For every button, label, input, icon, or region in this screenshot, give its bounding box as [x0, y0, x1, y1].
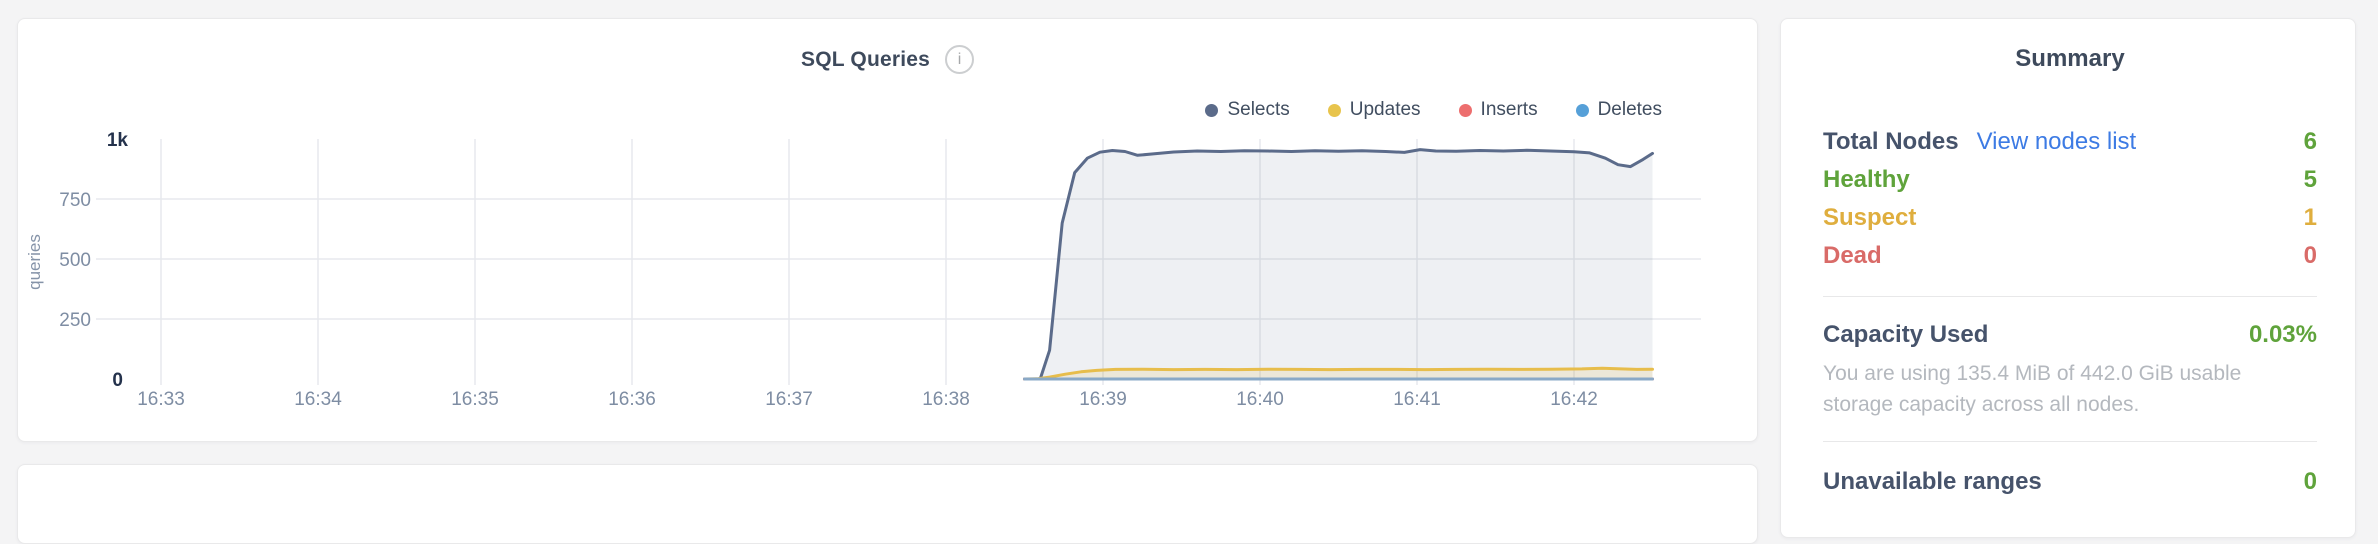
dead-value: 0 [2303, 242, 2317, 269]
svg-text:750: 750 [59, 190, 91, 211]
total-nodes-value: 6 [2303, 128, 2317, 155]
chart-title: SQL Queries [800, 47, 931, 71]
svg-text:1k: 1k [107, 130, 129, 151]
legend-item-inserts[interactable]: Inserts [1458, 99, 1538, 121]
healthy-label: Healthy [1823, 166, 1910, 193]
suspect-value: 1 [2303, 204, 2317, 231]
legend-label: Inserts [1480, 99, 1538, 120]
svg-text:16:42: 16:42 [1550, 389, 1598, 410]
svg-text:16:39: 16:39 [1079, 389, 1127, 410]
svg-text:16:38: 16:38 [922, 389, 970, 410]
suspect-label: Suspect [1823, 204, 1917, 231]
unavailable-ranges-row: Unavailable ranges 0 [1823, 463, 2317, 501]
legend-label: Selects [1227, 99, 1290, 120]
dead-label: Dead [1823, 242, 1882, 269]
view-nodes-list-link[interactable]: View nodes list [1976, 128, 2137, 155]
svg-text:0: 0 [112, 370, 123, 391]
capacity-description: You are using 135.4 MiB of 442.0 GiB usa… [1823, 362, 2242, 416]
sql-queries-chart: 16:33 16:34 16:35 16:36 16:37 16:38 16:39 16:40… [25, 130, 1701, 410]
sql-queries-card: SQL Queries i Selects Updates Inserts De… [17, 18, 1758, 442]
summary-panel: Summary Total Nodes View nodes list 6 He… [1780, 18, 2356, 538]
updates-dot-icon [1327, 103, 1341, 117]
divider [1823, 296, 2317, 297]
svg-text:16:35: 16:35 [451, 389, 499, 410]
inserts-dot-icon [1458, 103, 1472, 117]
svg-text:250: 250 [59, 310, 91, 331]
selects-dot-icon [1205, 103, 1219, 117]
svg-text:16:37: 16:37 [765, 389, 813, 410]
next-chart-card [17, 464, 1758, 544]
healthy-value: 5 [2303, 166, 2317, 193]
svg-text:16:36: 16:36 [608, 389, 656, 410]
summary-row-suspect: Suspect 1 [1823, 199, 2317, 237]
svg-text:16:34: 16:34 [294, 389, 342, 410]
capacity-used-value: 0.03% [2248, 321, 2317, 348]
summary-row-dead: Dead 0 [1823, 237, 2317, 275]
deletes-dot-icon [1575, 103, 1589, 117]
unavailable-ranges-value: 0 [2303, 468, 2317, 495]
svg-text:queries: queries [25, 234, 44, 290]
summary-title: Summary [2015, 45, 2125, 72]
summary-row-total-nodes: Total Nodes View nodes list 6 [1823, 123, 2317, 161]
capacity-used-row: Capacity Used 0.03% [1823, 318, 2317, 352]
capacity-used-label: Capacity Used [1823, 321, 1989, 348]
svg-text:500: 500 [59, 250, 91, 271]
chart-title-row: SQL Queries i [18, 45, 1757, 74]
chart-legend: Selects Updates Inserts Deletes [1205, 99, 1662, 121]
total-nodes-label: Total Nodes [1823, 128, 1959, 155]
svg-text:16:41: 16:41 [1393, 389, 1441, 410]
info-icon[interactable]: i [945, 45, 975, 74]
unavailable-ranges-label: Unavailable ranges [1823, 468, 2042, 495]
legend-item-updates[interactable]: Updates [1327, 99, 1421, 121]
divider [1823, 441, 2317, 442]
legend-label: Deletes [1597, 99, 1662, 120]
svg-text:16:40: 16:40 [1236, 389, 1284, 410]
summary-row-healthy: Healthy 5 [1823, 161, 2317, 199]
legend-label: Updates [1349, 99, 1421, 120]
legend-item-selects[interactable]: Selects [1205, 99, 1290, 121]
svg-text:16:33: 16:33 [137, 389, 185, 410]
legend-item-deletes[interactable]: Deletes [1575, 99, 1662, 121]
